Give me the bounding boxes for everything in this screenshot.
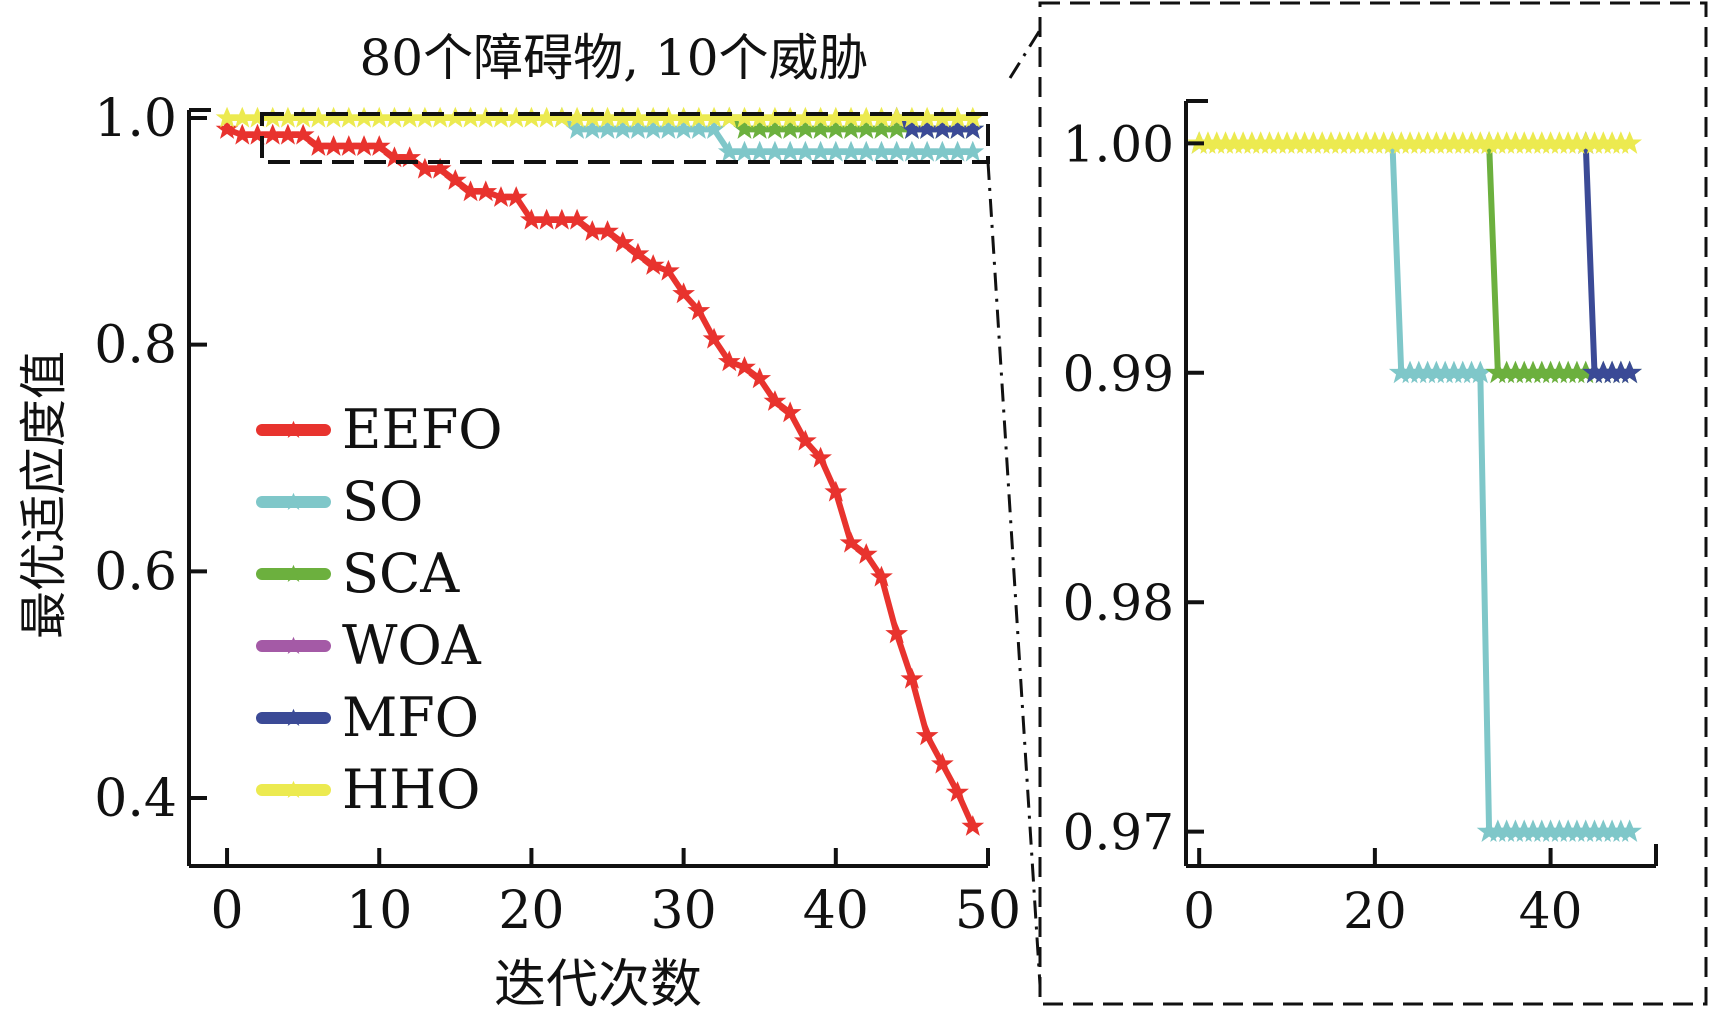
main-data-point-hho [459,107,482,128]
inset-chart: 0.97 0.98 0.99 1.00 0 20 40 [1038,1,1708,1006]
chart-title: 80个障碍物, 10个威胁 [359,29,868,87]
inset-frame [1038,1,1708,1006]
inset-y-tick-label: 0.98 [1063,574,1174,632]
x-axis-label: 迭代次数 [494,955,702,1015]
main-y-tick-label: 1.0 [94,89,177,149]
main-data-point-so [794,141,817,162]
main-x-tick-label: 20 [498,881,564,941]
main-y-tick-label: 0.4 [94,769,177,829]
main-data-point-eefo [276,124,299,145]
legend-label-eefo: EEFO [342,398,503,461]
main-data-point-hho [383,107,406,128]
main-data-point-so [764,141,786,162]
zoom-connector-bottom [986,161,1042,986]
main-series-layer [216,107,984,836]
main-data-point-eefo [961,815,984,836]
legend-label-hho: HHO [342,758,480,821]
zoom-connector-top [1008,29,1042,79]
y-axis-label: 最优适应度值 [16,351,72,639]
legend-label-so: SO [342,470,423,533]
main-data-point-so [931,141,954,162]
main-data-point-hho [505,107,528,128]
main-data-point-eefo [535,209,558,230]
main-data-point-hho [429,107,452,128]
main-data-point-hho [398,107,421,128]
main-y-tick-label: 0.6 [94,542,177,602]
main-data-point-so [885,141,908,162]
main-series-line-so [558,115,976,155]
main-series-line-eefo [224,126,976,830]
zoom-connectors [986,29,1042,986]
main-data-point-eefo [246,124,269,145]
main-data-point-so [779,141,802,162]
inset-series-layer [1187,131,1642,842]
main-data-point-so [961,141,984,162]
main-axes: 0.4 0.6 0.8 1.0 0 10 20 30 40 50 [94,89,1021,941]
inset-series-line-so [1196,140,1633,835]
legend-label-sca: SCA [342,542,460,605]
main-data-point-eefo [322,135,345,156]
main-data-point-hho [490,107,512,128]
main-data-point-hho [322,107,345,128]
main-data-point-so [824,141,847,162]
inset-x-tick-label: 40 [1519,882,1583,940]
main-data-point-hho [413,107,436,128]
main-data-point-so [870,141,893,162]
inset-axes: 0.97 0.98 0.99 1.00 0 20 40 [1063,99,1658,940]
legend: EEFO SO SCA WOA MFO HHO [256,398,503,821]
main-x-tick-label: 10 [346,881,412,941]
inset-y-tick-label: 0.99 [1063,345,1174,403]
main-data-point-so [733,141,756,162]
main-data-point-so [840,141,862,162]
main-data-point-eefo [337,135,360,156]
main-x-tick-label: 0 [211,881,244,941]
main-data-point-hho [444,107,467,128]
main-data-point-so [946,141,969,162]
main-data-point-eefo [261,124,284,145]
main-data-point-so [748,141,771,162]
legend-label-woa: WOA [342,614,482,677]
main-data-point-hho [368,107,391,128]
inset-y-tick-label: 1.00 [1063,115,1174,173]
main-data-point-hho [474,107,497,128]
main-data-point-hho [337,107,360,128]
main-x-tick-label: 50 [955,881,1021,941]
main-data-point-so [855,141,878,162]
main-data-point-eefo [353,135,375,156]
main-data-point-hho [307,107,330,128]
main-data-point-eefo [550,209,573,230]
main-data-point-hho [520,107,543,128]
main-data-point-so [916,141,939,162]
zoom-region-box [260,112,990,164]
main-data-point-so [900,141,923,162]
main-data-point-hho [353,107,375,128]
main-x-tick-label: 30 [651,881,717,941]
inset-y-tick-label: 0.97 [1063,804,1174,862]
main-data-point-hho [535,107,558,128]
main-chart: 80个障碍物, 10个威胁 最优适应度值 迭代次数 0.4 0.6 0.8 1.0 0 1… [16,29,1021,1015]
main-x-tick-label: 40 [803,881,869,941]
inset-x-tick-label: 0 [1183,882,1215,940]
inset-series-line-sca [1486,140,1633,376]
main-data-point-so [809,141,832,162]
main-y-tick-label: 0.8 [94,316,177,376]
inset-x-tick-label: 20 [1343,882,1407,940]
legend-label-mfo: MFO [342,686,479,749]
inset-series-line-mfo [1582,140,1633,376]
